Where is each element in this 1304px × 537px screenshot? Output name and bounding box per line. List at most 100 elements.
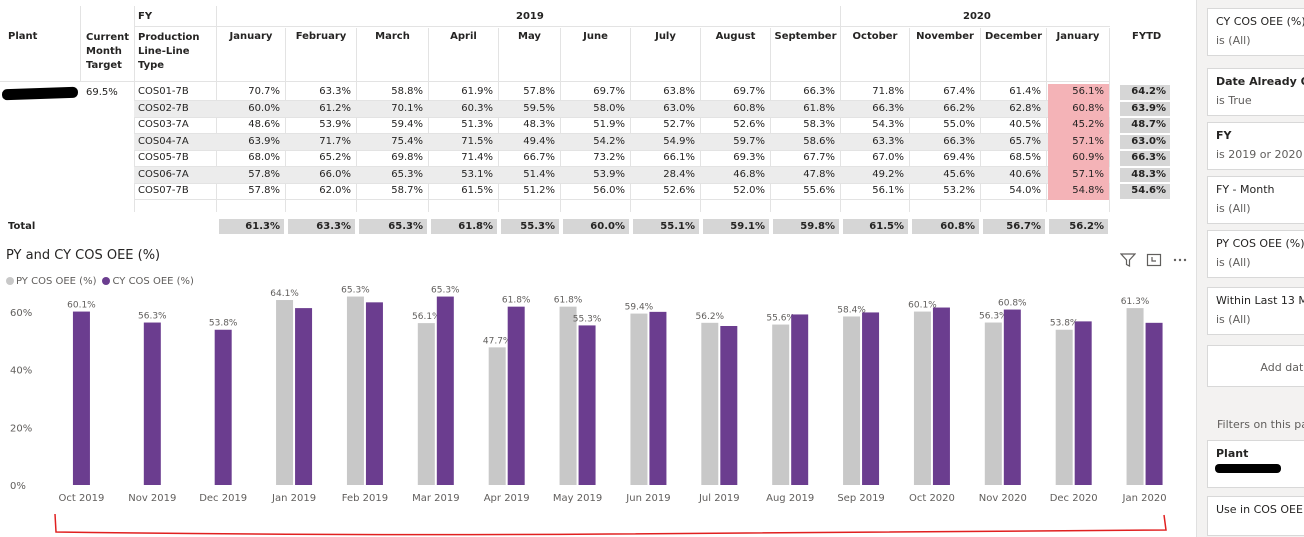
filter-card-use-in-cos-oee[interactable]: Use in COS OEE [1207, 496, 1304, 536]
value-cell[interactable]: 53.9% [593, 168, 625, 180]
value-cell[interactable]: 70.1% [391, 102, 423, 114]
production-line-name[interactable]: COS06-7A [138, 168, 189, 180]
total-cell[interactable]: 56.2% [1049, 219, 1108, 234]
py-bar[interactable] [417, 323, 435, 485]
value-cell[interactable]: 69.7% [733, 86, 765, 97]
month-header[interactable]: March [375, 31, 410, 42]
value-cell[interactable]: 52.6% [733, 119, 765, 130]
cy-bar[interactable] [720, 325, 738, 485]
value-cell[interactable]: 70.7% [248, 86, 280, 97]
legend-item-cy[interactable]: CY COS OEE (%) [102, 276, 194, 287]
value-cell[interactable]: 63.8% [663, 86, 695, 97]
value-cell[interactable]: 57.8% [523, 86, 555, 97]
filter-card[interactable]: PY COS OEE (%) is (All) [1207, 230, 1304, 278]
month-header[interactable]: January [1056, 31, 1100, 42]
py-bar[interactable] [630, 313, 648, 485]
cy-bar[interactable] [791, 314, 809, 485]
value-cell[interactable]: 28.4% [663, 168, 695, 180]
value-cell[interactable]: 54.2% [593, 135, 625, 147]
cy-bar[interactable] [1074, 321, 1092, 485]
month-header[interactable]: April [450, 31, 477, 42]
value-cell[interactable]: 66.2% [943, 102, 975, 114]
total-cell[interactable]: 61.5% [843, 219, 908, 234]
value-cell[interactable]: 69.3% [733, 152, 765, 163]
value-cell[interactable]: 63.3% [319, 86, 351, 97]
value-cell[interactable]: 58.0% [593, 102, 625, 114]
cy-bar[interactable] [578, 325, 596, 485]
filter-card[interactable]: Within Last 13 M is (All) [1207, 287, 1304, 335]
fytd-cell[interactable]: 63.9% [1120, 101, 1170, 116]
value-cell[interactable]: 65.2% [319, 152, 351, 163]
value-cell[interactable]: 59.5% [523, 102, 555, 114]
value-cell[interactable]: 69.7% [593, 86, 625, 97]
cy-bar[interactable] [649, 311, 667, 485]
fytd-cell[interactable]: 66.3% [1120, 151, 1170, 166]
value-cell[interactable]: 57.1% [1072, 135, 1104, 147]
filter-icon[interactable] [1119, 253, 1137, 271]
month-header[interactable]: January [229, 31, 273, 42]
value-cell[interactable]: 54.8% [1072, 185, 1104, 196]
value-cell[interactable]: 58.6% [803, 135, 835, 147]
value-cell[interactable]: 61.4% [1009, 86, 1041, 97]
value-cell[interactable]: 59.4% [391, 119, 423, 130]
value-cell[interactable]: 61.5% [461, 185, 493, 196]
value-cell[interactable]: 67.7% [803, 152, 835, 163]
value-cell[interactable]: 65.3% [391, 168, 423, 180]
value-cell[interactable]: 61.2% [319, 102, 351, 114]
cy-bar[interactable] [365, 302, 383, 485]
value-cell[interactable]: 62.0% [319, 185, 351, 196]
value-cell[interactable]: 62.8% [1009, 102, 1041, 114]
value-cell[interactable]: 49.2% [872, 168, 904, 180]
fytd-cell[interactable]: 54.6% [1120, 184, 1170, 199]
month-header[interactable]: November [916, 31, 974, 42]
cy-bar[interactable] [932, 307, 950, 485]
value-cell[interactable]: 68.0% [248, 152, 280, 163]
value-cell[interactable]: 56.1% [1072, 86, 1104, 97]
value-cell[interactable]: 51.4% [523, 168, 555, 180]
month-header[interactable]: September [774, 31, 837, 42]
value-cell[interactable]: 48.6% [248, 119, 280, 130]
more-options-icon[interactable] [1172, 253, 1188, 271]
value-cell[interactable]: 69.8% [391, 152, 423, 163]
total-cell[interactable]: 55.1% [633, 219, 699, 234]
add-data-fields-button[interactable]: Add data [1207, 345, 1304, 387]
filter-card[interactable]: FY - Month is (All) [1207, 176, 1304, 224]
value-cell[interactable]: 61.8% [803, 102, 835, 114]
value-cell[interactable]: 60.3% [461, 102, 493, 114]
value-cell[interactable]: 71.5% [461, 135, 493, 147]
value-cell[interactable]: 45.6% [943, 168, 975, 180]
value-cell[interactable]: 65.7% [1009, 135, 1041, 147]
total-cell[interactable]: 65.3% [359, 219, 427, 234]
month-header[interactable]: August [715, 31, 756, 42]
month-header[interactable]: February [295, 31, 347, 42]
fytd-cell[interactable]: 48.7% [1120, 118, 1170, 133]
cy-bar[interactable] [72, 311, 90, 485]
py-bar[interactable] [984, 322, 1002, 485]
value-cell[interactable]: 69.4% [943, 152, 975, 163]
value-cell[interactable]: 66.7% [523, 152, 555, 163]
month-header[interactable]: May [518, 31, 541, 42]
value-cell[interactable]: 53.2% [943, 185, 975, 196]
current-month-target-header[interactable]: Current Month Target [86, 31, 129, 73]
production-line-name[interactable]: COS04-7A [138, 135, 189, 147]
value-cell[interactable]: 60.8% [1072, 102, 1104, 114]
value-cell[interactable]: 71.7% [319, 135, 351, 147]
value-cell[interactable]: 51.9% [593, 119, 625, 130]
value-cell[interactable]: 60.8% [733, 102, 765, 114]
value-cell[interactable]: 58.3% [803, 119, 835, 130]
py-bar[interactable] [346, 296, 364, 485]
value-cell[interactable]: 73.2% [593, 152, 625, 163]
value-cell[interactable]: 68.5% [1009, 152, 1041, 163]
value-cell[interactable]: 52.6% [663, 185, 695, 196]
value-cell[interactable]: 63.0% [663, 102, 695, 114]
value-cell[interactable]: 52.7% [663, 119, 695, 130]
fytd-cell[interactable]: 64.2% [1120, 85, 1170, 100]
plant-header[interactable]: Plant [8, 31, 38, 42]
total-cell[interactable]: 56.7% [983, 219, 1045, 234]
py-bar[interactable] [772, 324, 790, 485]
value-cell[interactable]: 54.3% [872, 119, 904, 130]
value-cell[interactable]: 67.4% [943, 86, 975, 97]
py-bar[interactable] [913, 311, 931, 485]
fytd-cell[interactable]: 48.3% [1120, 167, 1170, 182]
cy-bar[interactable] [295, 308, 313, 485]
